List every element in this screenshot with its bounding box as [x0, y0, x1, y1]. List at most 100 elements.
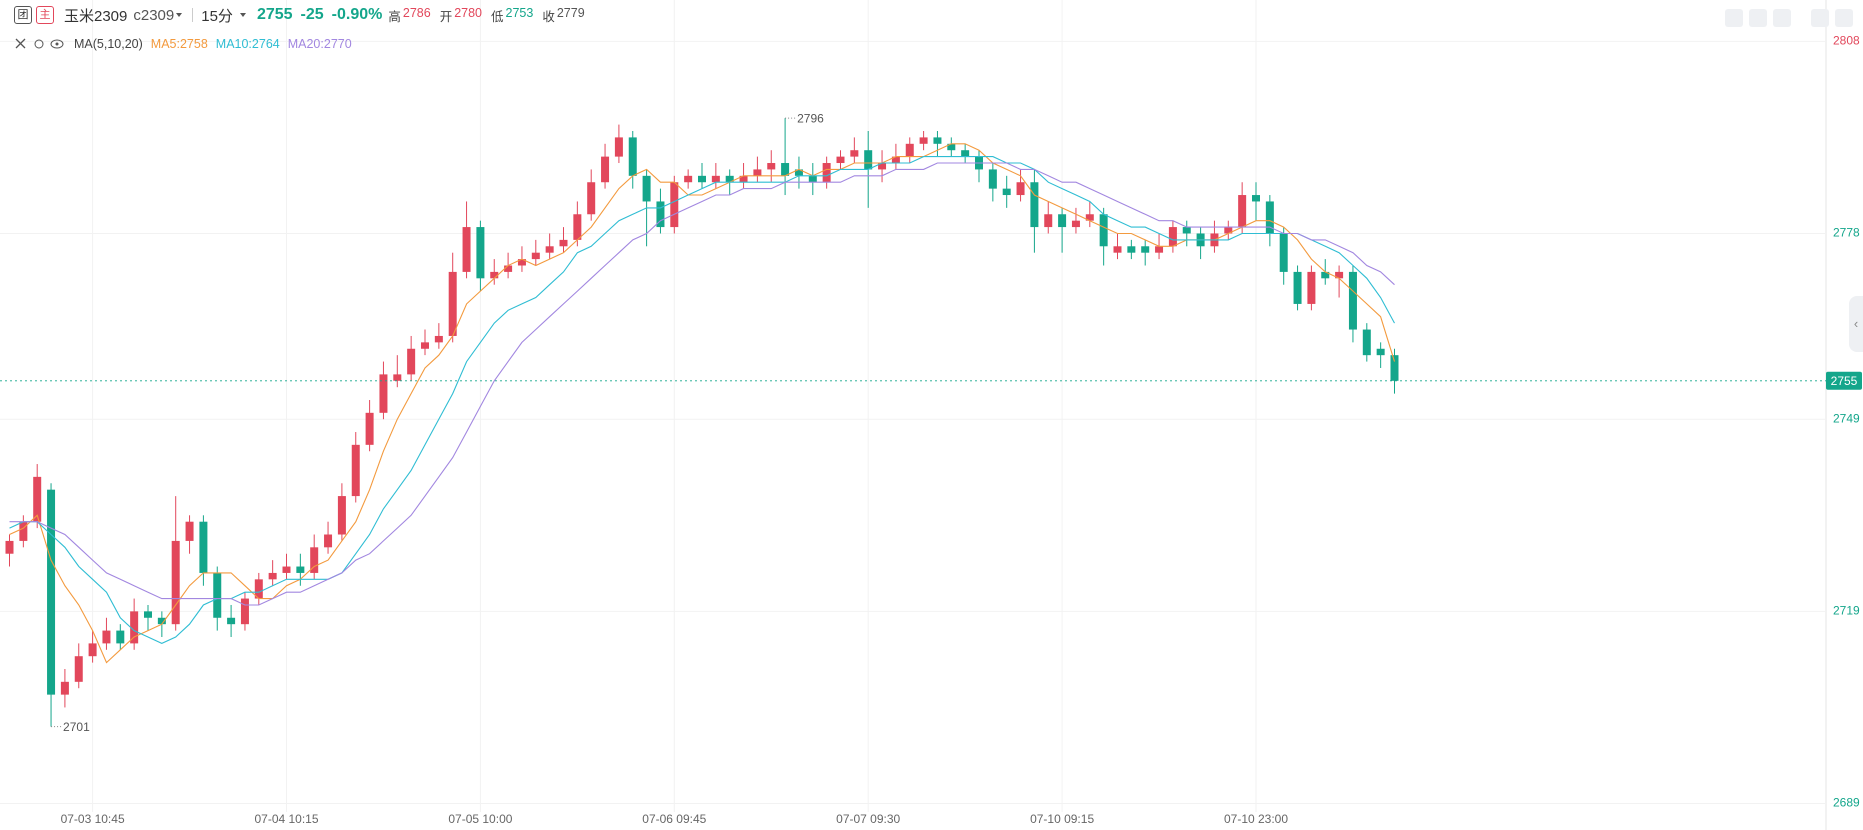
- candle-body: [545, 246, 554, 253]
- candle-body: [864, 150, 873, 170]
- code[interactable]: c2309: [133, 6, 175, 24]
- candle-body: [794, 169, 803, 176]
- candle-body: [19, 521, 28, 541]
- symbol[interactable]: 玉米2309: [64, 7, 128, 25]
- tool-button[interactable]: [1811, 9, 1829, 27]
- legend-name: MA5:: [150, 37, 180, 51]
- candle-body: [1058, 214, 1067, 228]
- x-tick-label: 07-07 09:30: [836, 812, 900, 826]
- candle-body: [517, 259, 526, 266]
- candle-body: [504, 265, 513, 272]
- caret[interactable]: [233, 11, 249, 19]
- candle-body: [1348, 271, 1357, 330]
- candle-body: [379, 374, 388, 413]
- candle-body: [905, 143, 914, 157]
- candle-body: [1071, 220, 1080, 228]
- candle-body: [642, 175, 651, 202]
- candle-body: [47, 489, 56, 695]
- candle-body: [725, 175, 734, 183]
- candle-body: [365, 412, 374, 445]
- candle-body: [282, 566, 291, 573]
- candle-body: [1044, 214, 1053, 228]
- candle-body: [1099, 214, 1108, 247]
- y-tick-label: 2808: [1833, 33, 1860, 47]
- legend-icons[interactable]: [14, 37, 70, 51]
- candle-body: [656, 201, 665, 228]
- x-tick-label: 07-10 09:15: [1030, 812, 1094, 826]
- candle-body: [988, 169, 997, 189]
- candle-body: [1362, 329, 1371, 356]
- candle-body: [711, 175, 720, 183]
- candle-body: [1085, 214, 1094, 221]
- y-tick-label: 2689: [1833, 796, 1860, 810]
- x-tick-label: 07-03 10:45: [61, 812, 125, 826]
- candle-body: [1321, 271, 1330, 279]
- candle-body: [116, 630, 125, 644]
- extreme-label: 2701: [63, 720, 90, 734]
- caret[interactable]: [174, 11, 184, 19]
- candle-body: [254, 579, 263, 599]
- candle-body: [102, 630, 111, 644]
- candle-body: [490, 271, 499, 279]
- stats: 高 2786 开 2780 低 2753 收 2779: [388, 6, 584, 25]
- candle-body: [310, 547, 319, 573]
- candle-body: [1390, 355, 1399, 381]
- candle-body: [1016, 182, 1025, 196]
- candle-body: [1279, 233, 1288, 272]
- ma-line: [9, 156, 1395, 645]
- candle-body: [448, 271, 457, 336]
- y-tick-label: 2778: [1833, 226, 1860, 240]
- stat-label: 高: [388, 9, 401, 24]
- candle-body: [240, 598, 249, 625]
- stat-label: 开: [439, 9, 453, 24]
- candle-body: [767, 163, 776, 170]
- candle-body: [88, 643, 97, 657]
- candle-body: [407, 348, 416, 375]
- badge[interactable]: 主: [36, 6, 54, 24]
- badge[interactable]: 团: [14, 6, 32, 24]
- x-tick-label: 07-04 10:15: [254, 812, 318, 826]
- candle-body: [351, 444, 360, 497]
- candle-body: [1168, 227, 1177, 247]
- candle-body: [684, 175, 693, 183]
- candle-body: [698, 175, 706, 183]
- period[interactable]: 15分: [201, 7, 233, 25]
- candle-body: [822, 163, 831, 183]
- tool-button[interactable]: [1749, 9, 1767, 27]
- side-handle[interactable]: ‹: [1849, 296, 1863, 352]
- change: -25: [300, 6, 324, 23]
- y-tick-label: 2719: [1833, 604, 1860, 618]
- stat-value: 2780: [454, 5, 483, 20]
- candle-body: [1127, 246, 1136, 253]
- tool-button[interactable]: [1835, 9, 1853, 27]
- legend-value: 2770: [323, 37, 352, 51]
- candle-body: [74, 656, 83, 682]
- y-tick-label: 2749: [1833, 411, 1860, 425]
- candle-body: [1113, 246, 1122, 253]
- candle-body: [1335, 271, 1344, 279]
- candle-body: [1252, 195, 1260, 202]
- candle-body: [947, 143, 956, 151]
- last-price: 2755: [256, 6, 293, 23]
- candle-body: [961, 150, 970, 157]
- x-tick-label: 07-10 23:00: [1224, 812, 1288, 826]
- candle-body: [1307, 271, 1316, 304]
- header: 团 主 玉米2309 c2309 15分 2755 -25 -0.90% 高 27…: [14, 3, 585, 27]
- candle-body: [1182, 227, 1191, 234]
- candle-body: [1002, 188, 1011, 196]
- candle-body: [836, 156, 845, 164]
- candle-body: [130, 611, 139, 644]
- candle-body: [185, 521, 194, 541]
- stat-label: 收: [542, 9, 555, 24]
- candle-body: [878, 163, 887, 170]
- candle-body: [559, 239, 568, 247]
- tool-button[interactable]: [1725, 9, 1743, 27]
- tool-button[interactable]: [1773, 9, 1791, 27]
- ma-title: MA(5,10,20): [74, 37, 143, 51]
- stat-value: 2753: [505, 5, 534, 20]
- candle-body: [393, 374, 402, 381]
- candle-body: [670, 182, 679, 228]
- candle-body: [421, 342, 429, 349]
